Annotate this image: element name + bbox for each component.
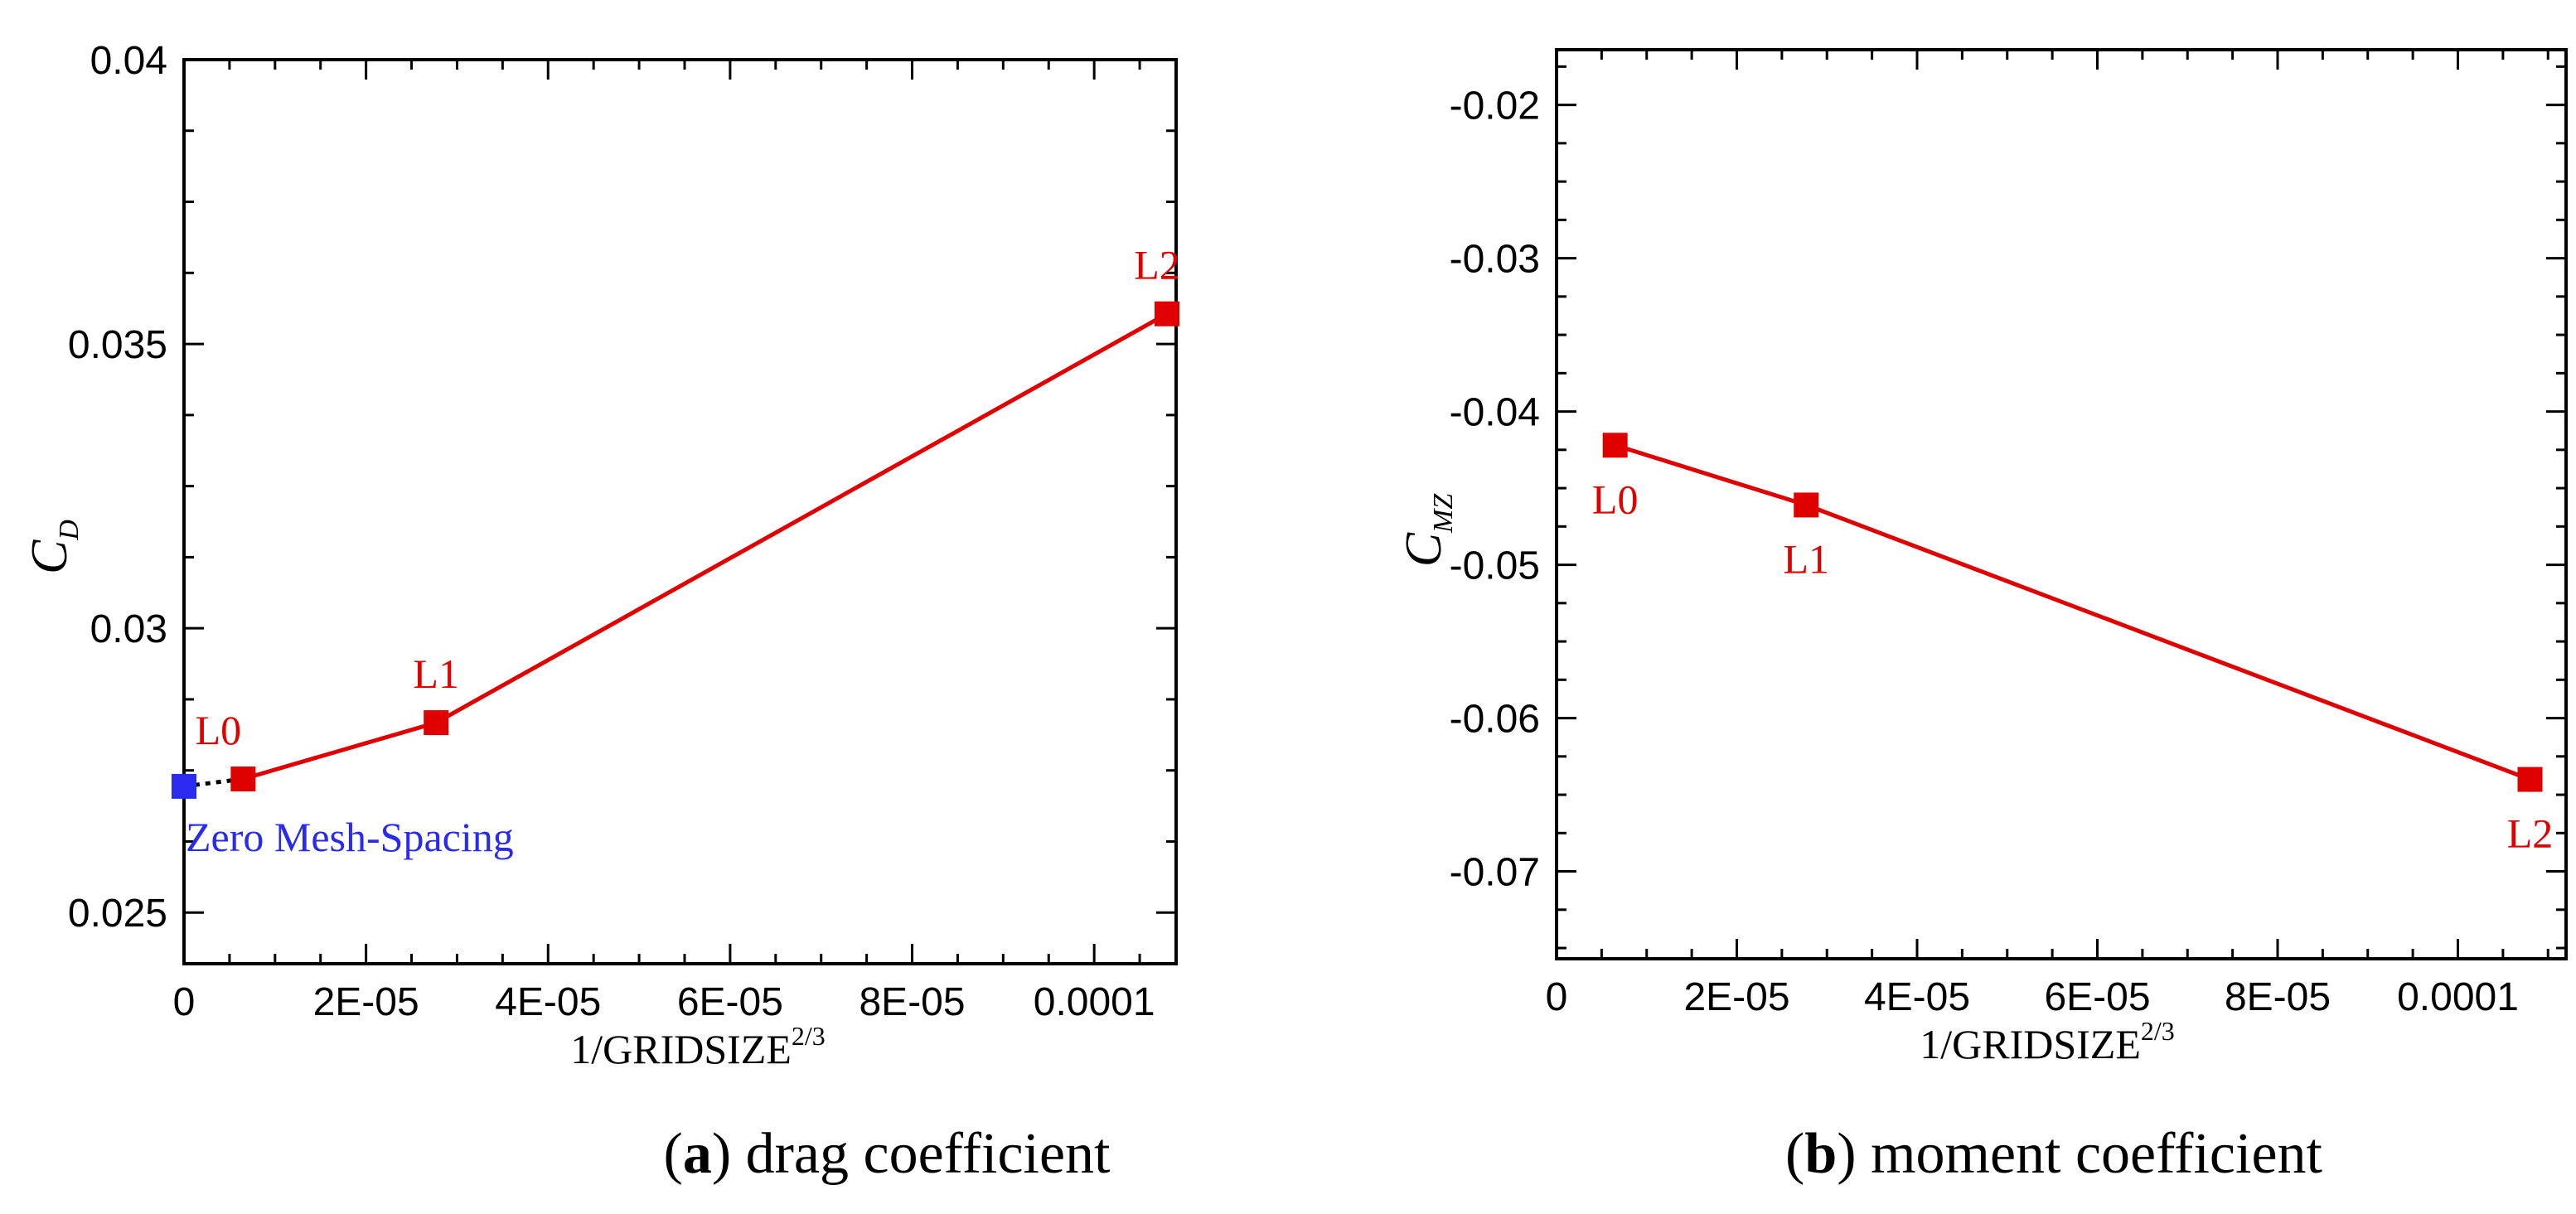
y-tick-label: -0.06 [1450,698,1540,742]
y-tick-label: 0.03 [90,607,167,651]
y-tick-label: -0.04 [1450,391,1540,435]
y-axis-title-subscript: D [54,520,85,541]
plot-frame [182,58,1178,965]
point-label: L2 [1134,242,1180,288]
point-label: L0 [1592,476,1639,522]
y-tick-label: 0.04 [90,39,167,83]
caption-text: drag coefficient [746,1122,1111,1186]
x-tick-label: 4E-05 [495,980,601,1024]
x-axis-title-main: 1/GRIDSIZE [1920,1021,2141,1067]
y-axis-title-main: C [22,539,78,574]
y-axis-title-main: C [1396,532,1452,567]
caption-text: moment coefficient [1871,1122,2322,1186]
point-label: L0 [196,707,242,753]
zero-spacing-marker [172,773,196,799]
x-tick-label: 0.0001 [1034,980,1155,1024]
point-label: L2 [2507,810,2554,857]
x-tick-label: 8E-05 [859,980,965,1024]
y-tick-label: -0.05 [1450,544,1540,588]
x-tick-label: 0.0001 [2397,975,2519,1019]
x-axis-title: 1/GRIDSIZE2/3 [1920,1016,2175,1067]
caption-letter: b [1804,1122,1837,1186]
panel-caption: (a) drag coefficient [664,1122,1111,1186]
series-line [242,312,1169,781]
x-axis-title-exponent: 2/3 [792,1021,826,1051]
point-label: L1 [1783,535,1829,582]
chart-panel-a: 0 2E-05 4E-05 6E-05 8E-05 0.0001 0.025 0.03 0.03… [22,39,1180,1186]
plot-frame [1555,48,2568,960]
data-point-l1 [1794,492,1819,518]
x-tick-label: 0 [173,980,196,1024]
x-axis-title: 1/GRIDSIZE2/3 [570,1021,826,1072]
y-axis-title: CD [22,520,85,574]
panel-caption: (b) moment coefficient [1785,1122,2323,1186]
x-tick-label: 2E-05 [1683,975,1789,1019]
caption-letter: a [683,1122,712,1186]
x-tick-label: 6E-05 [677,980,783,1024]
caption-punctuation: ) [712,1122,746,1186]
x-tick-label: 6E-05 [2044,975,2150,1019]
data-point-l0 [1602,433,1628,458]
data-point-l0 [230,766,256,791]
x-axis-title-main: 1/GRIDSIZE [570,1026,792,1072]
x-tick-label: 0 [1546,975,1568,1019]
data-point-l2 [2517,767,2543,792]
caption-punctuation: ( [1785,1122,1804,1186]
y-tick-label: -0.03 [1450,238,1540,282]
y-tick-label: -0.02 [1450,85,1540,128]
y-tick-label: 0.035 [68,323,167,367]
y-axis-title-subscript: MZ [1428,493,1459,534]
zero-spacing-label: Zero Mesh-Spacing [186,814,514,860]
data-point-l2 [1155,301,1180,326]
point-label: L1 [413,651,459,697]
x-tick-label: 2E-05 [313,980,419,1024]
caption-punctuation: ) [1837,1122,1871,1186]
y-axis-title: CMZ [1396,493,1459,568]
x-axis-title-exponent: 2/3 [2141,1016,2175,1046]
caption-punctuation: ( [664,1122,683,1186]
y-tick-label: -0.07 [1450,851,1540,895]
x-tick-label: 4E-05 [1864,975,1970,1019]
series-line [1614,443,2531,781]
x-tick-label: 8E-05 [2225,975,2331,1019]
y-tick-label: 0.025 [68,892,167,936]
chart-panel-b: 0 2E-05 4E-05 6E-05 8E-05 0.0001 -0.02 -0.03 -0.… [1396,48,2568,1186]
data-point-l1 [424,710,449,736]
